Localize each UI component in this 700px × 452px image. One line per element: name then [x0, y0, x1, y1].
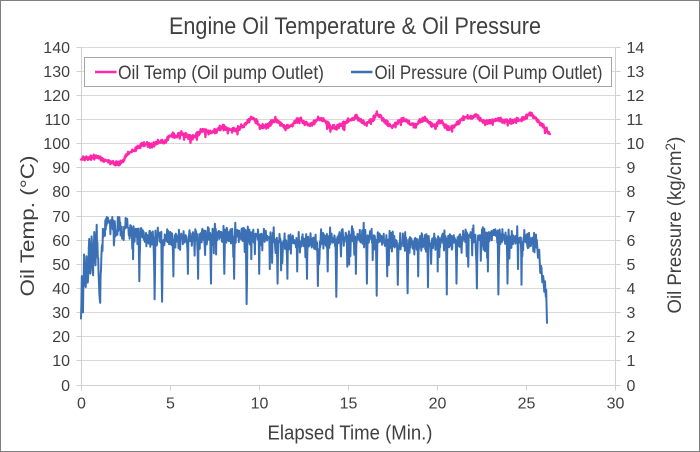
svg-text:100: 100	[43, 136, 70, 153]
svg-text:120: 120	[43, 88, 70, 105]
svg-text:40: 40	[52, 281, 70, 298]
svg-text:3: 3	[627, 305, 636, 322]
svg-text:Oil Pressure (kg/cm2): Oil Pressure (kg/cm2)	[663, 136, 686, 313]
svg-text:60: 60	[52, 233, 70, 250]
svg-text:13: 13	[627, 64, 645, 81]
svg-text:10: 10	[52, 353, 70, 370]
svg-text:Elapsed Time (Min.): Elapsed Time (Min.)	[268, 423, 433, 445]
svg-text:14: 14	[627, 40, 645, 57]
svg-text:110: 110	[44, 112, 70, 129]
svg-text:130: 130	[43, 64, 70, 81]
svg-text:90: 90	[52, 160, 70, 177]
svg-text:140: 140	[43, 40, 70, 57]
svg-text:Oil Temp (Oil pump Outlet): Oil Temp (Oil pump Outlet)	[118, 62, 324, 84]
svg-text:30: 30	[607, 396, 625, 413]
svg-text:9: 9	[627, 160, 636, 177]
svg-text:Oil Pressure (Oil Pump Outlet): Oil Pressure (Oil Pump Outlet)	[375, 62, 603, 84]
svg-text:11: 11	[627, 112, 644, 129]
svg-text:5: 5	[166, 396, 175, 413]
svg-text:4: 4	[627, 281, 636, 298]
svg-text:8: 8	[627, 184, 636, 201]
svg-text:20: 20	[429, 396, 447, 413]
svg-text:6: 6	[627, 233, 636, 250]
svg-text:0: 0	[77, 396, 86, 413]
svg-text:1: 1	[627, 353, 636, 370]
svg-text:10: 10	[251, 396, 269, 413]
svg-text:0: 0	[61, 378, 70, 395]
svg-text:10: 10	[627, 136, 645, 153]
svg-text:5: 5	[627, 257, 636, 274]
svg-text:80: 80	[52, 184, 70, 201]
svg-text:12: 12	[627, 88, 645, 105]
svg-text:2: 2	[627, 329, 636, 346]
svg-text:15: 15	[340, 396, 358, 413]
svg-text:7: 7	[627, 209, 636, 226]
svg-text:50: 50	[52, 257, 70, 274]
svg-text:0: 0	[627, 378, 636, 395]
svg-text:Oil Temp. (°C): Oil Temp. (°C)	[17, 156, 39, 297]
svg-text:30: 30	[52, 305, 70, 322]
svg-text:70: 70	[52, 209, 70, 226]
svg-text:20: 20	[52, 329, 70, 346]
svg-text:Engine Oil Temperature & Oil P: Engine Oil Temperature & Oil Pressure	[169, 13, 541, 40]
svg-text:25: 25	[518, 396, 536, 413]
